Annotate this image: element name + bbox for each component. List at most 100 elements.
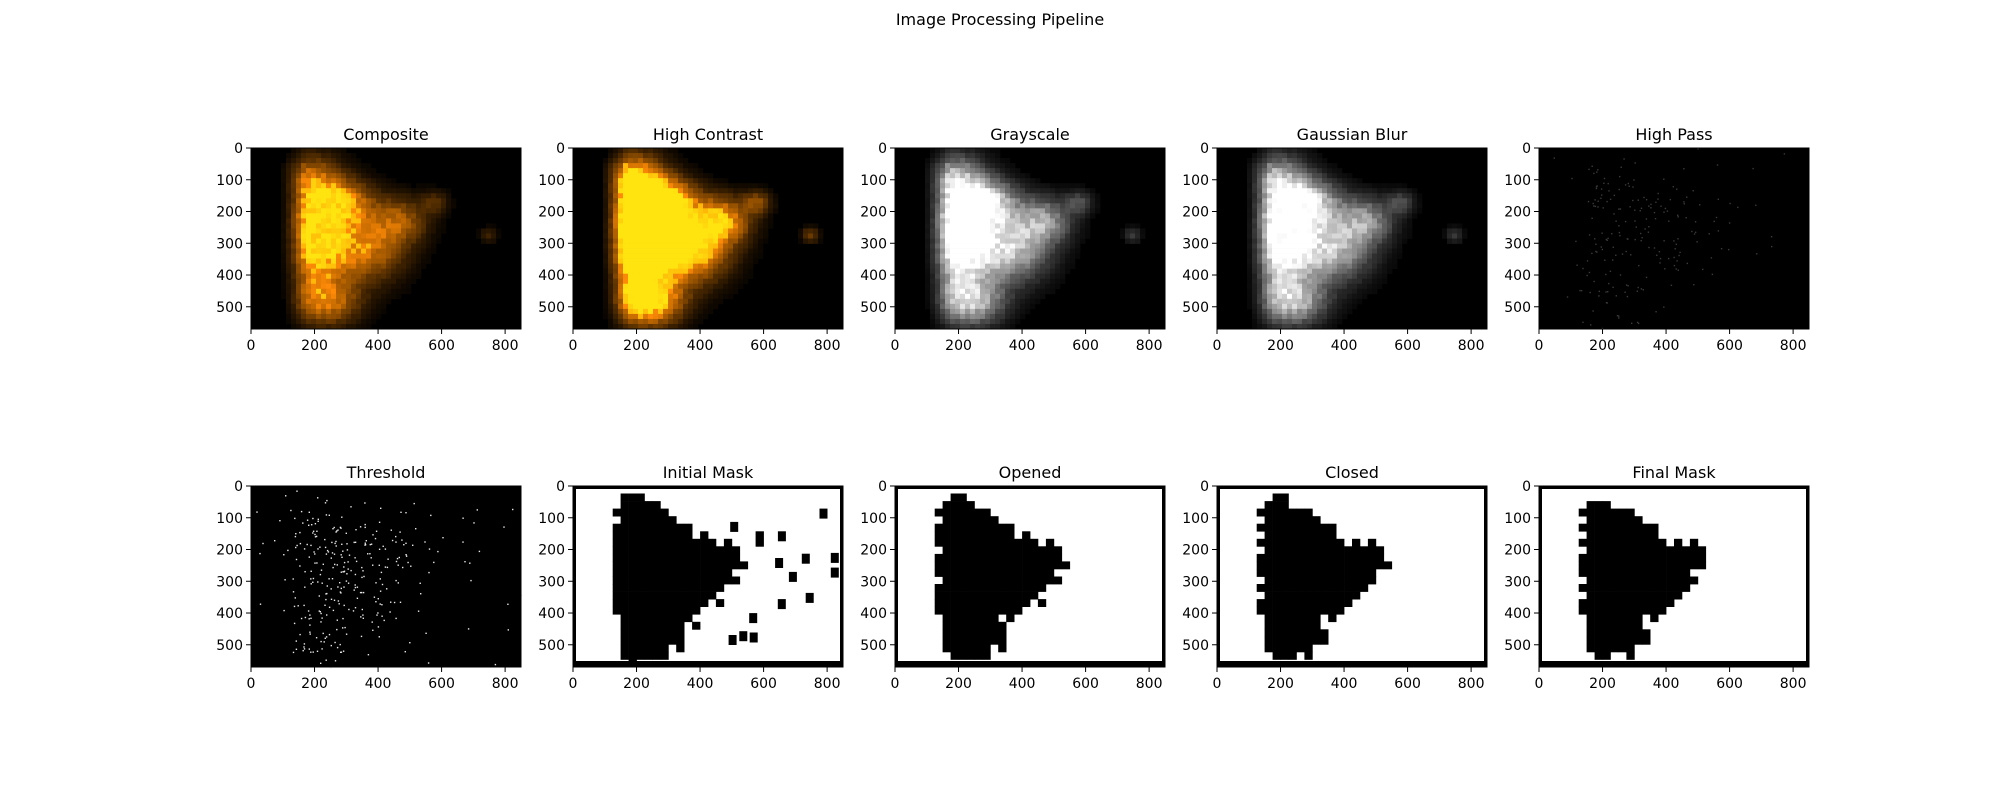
x-tick-label: 400 — [1009, 676, 1036, 692]
x-tick-label: 400 — [1653, 676, 1680, 692]
x-tick-label: 600 — [1072, 338, 1099, 354]
y-tick-label: 0 — [1200, 479, 1209, 495]
panel-image — [1539, 486, 1809, 667]
y-tick-label: 200 — [538, 543, 565, 559]
y-tick-label: 0 — [1522, 479, 1531, 495]
y-tick-label: 300 — [538, 236, 565, 252]
y-tick-label: 400 — [1504, 606, 1531, 622]
y-tick-label: 200 — [1182, 543, 1209, 559]
y-tick-label: 500 — [216, 638, 243, 654]
y-tick-label: 400 — [860, 606, 887, 622]
y-tick-label: 200 — [860, 543, 887, 559]
y-tick-label: 400 — [1504, 268, 1531, 284]
panel-composite: Composite 0 200 400 600 800 0 100 200 300 400 500 — [216, 125, 522, 354]
axes-frame — [894, 485, 1166, 668]
x-tick-label: 200 — [945, 676, 972, 692]
panel-title: Threshold — [346, 463, 426, 482]
x-tick-label: 200 — [623, 338, 650, 354]
x-tick-label: 600 — [428, 676, 455, 692]
axes-frame — [572, 147, 844, 330]
axes-frame — [1216, 485, 1488, 668]
x-tick-label: 400 — [1331, 676, 1358, 692]
x-tick-label: 200 — [1267, 338, 1294, 354]
y-tick-label: 200 — [1182, 205, 1209, 221]
y-tick-label: 0 — [878, 141, 887, 157]
x-tick-label: 400 — [1331, 338, 1358, 354]
y-tick-label: 400 — [1182, 606, 1209, 622]
y-tick-label: 0 — [556, 479, 565, 495]
x-tick-label: 400 — [1009, 338, 1036, 354]
y-tick-label: 200 — [538, 205, 565, 221]
x-tick-label: 800 — [1780, 338, 1807, 354]
panel-title: Opened — [999, 463, 1062, 482]
axes-frame — [250, 147, 522, 330]
y-tick-label: 300 — [216, 236, 243, 252]
y-tick-label: 500 — [1182, 300, 1209, 316]
x-tick-label: 0 — [1213, 676, 1222, 692]
axes-frame — [1538, 485, 1810, 668]
y-tick-label: 500 — [1504, 638, 1531, 654]
panel-title: Gaussian Blur — [1297, 125, 1408, 144]
x-tick-label: 600 — [1394, 676, 1421, 692]
y-tick-label: 300 — [216, 574, 243, 590]
panel-high-contrast: High Contrast 0 200 400 600 800 0 100 200 300 400 5… — [538, 125, 844, 354]
panel-image — [1217, 148, 1487, 330]
x-tick-label: 600 — [1716, 338, 1743, 354]
x-tick-label: 200 — [623, 676, 650, 692]
panel-title: Final Mask — [1632, 463, 1716, 482]
y-tick-label: 0 — [1522, 141, 1531, 157]
y-tick-label: 400 — [216, 268, 243, 284]
y-tick-label: 500 — [860, 300, 887, 316]
panel-gaussian-blur: Gaussian Blur 0 200 400 600 800 0 100 200 300 400 5… — [1182, 125, 1488, 354]
y-tick-label: 200 — [1504, 205, 1531, 221]
x-tick-label: 800 — [492, 676, 519, 692]
axes-frame — [572, 485, 844, 668]
y-tick-label: 0 — [556, 141, 565, 157]
y-tick-label: 500 — [538, 638, 565, 654]
axes-frame — [894, 147, 1166, 330]
x-tick-label: 400 — [1653, 338, 1680, 354]
x-tick-label: 400 — [687, 676, 714, 692]
panel-image — [251, 486, 523, 669]
x-tick-label: 0 — [247, 338, 256, 354]
x-tick-label: 400 — [365, 676, 392, 692]
x-tick-label: 600 — [1394, 338, 1421, 354]
y-tick-label: 400 — [1182, 268, 1209, 284]
panel-opened: Opened 0 200 400 600 800 0 100 200 300 400 500 — [860, 463, 1166, 692]
y-tick-label: 300 — [1182, 574, 1209, 590]
y-tick-label: 100 — [860, 173, 887, 189]
y-tick-label: 100 — [1182, 173, 1209, 189]
x-tick-label: 0 — [1535, 338, 1544, 354]
panel-image — [895, 148, 1165, 330]
x-tick-label: 0 — [891, 676, 900, 692]
y-tick-label: 300 — [860, 574, 887, 590]
y-tick-label: 400 — [860, 268, 887, 284]
x-tick-label: 0 — [569, 338, 578, 354]
panel-image — [251, 148, 521, 330]
x-tick-label: 200 — [301, 676, 328, 692]
panel-title: Grayscale — [990, 125, 1069, 144]
y-tick-label: 100 — [538, 173, 565, 189]
y-tick-label: 100 — [216, 511, 243, 527]
x-tick-label: 800 — [492, 338, 519, 354]
x-tick-label: 800 — [1458, 338, 1485, 354]
panel-threshold: Threshold 0 200 400 600 800 0 100 200 300 400 500 — [216, 463, 523, 692]
axes-frame — [1538, 147, 1810, 330]
x-tick-label: 400 — [687, 338, 714, 354]
x-tick-label: 200 — [1267, 676, 1294, 692]
y-tick-label: 0 — [1200, 141, 1209, 157]
x-tick-label: 400 — [365, 338, 392, 354]
panel-image — [1539, 148, 1809, 330]
x-tick-label: 0 — [247, 676, 256, 692]
panel-image — [573, 486, 843, 668]
y-tick-label: 100 — [860, 511, 887, 527]
x-tick-label: 800 — [814, 676, 841, 692]
x-tick-label: 800 — [1780, 676, 1807, 692]
panel-title: Closed — [1325, 463, 1379, 482]
panel-high-pass: High Pass 0 200 400 600 800 0 100 200 300 400 500 — [1504, 125, 1810, 354]
x-tick-label: 800 — [1458, 676, 1485, 692]
x-tick-label: 0 — [1535, 676, 1544, 692]
y-tick-label: 0 — [234, 479, 243, 495]
y-tick-label: 300 — [538, 574, 565, 590]
